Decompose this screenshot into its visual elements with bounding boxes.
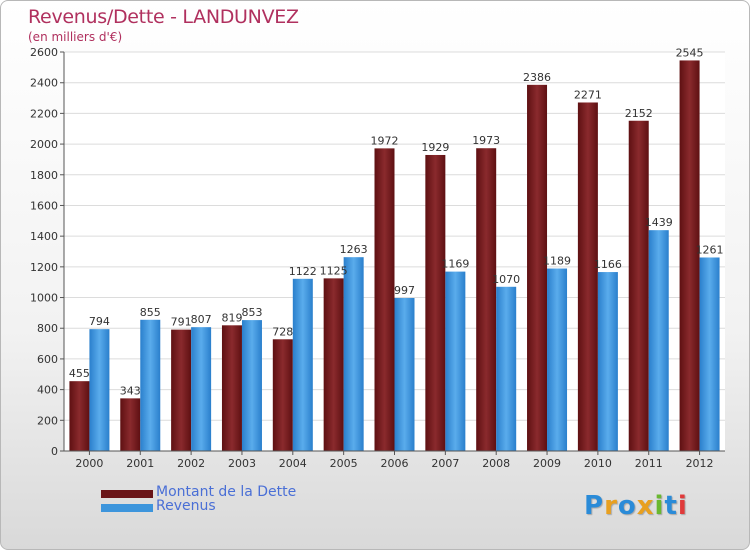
legend-swatch-revenue [101,504,153,512]
bar-revenue [140,319,161,451]
data-label-debt: 2386 [523,71,551,84]
proxiti-logo: Proxiti [584,491,688,521]
y-tick-label: 400 [37,384,58,397]
data-label-debt: 1929 [421,141,449,154]
data-label-revenue: 1189 [543,255,571,268]
bar-debt [69,381,90,451]
y-tick-label: 800 [37,322,58,335]
data-label-revenue: 997 [394,284,415,297]
data-label-revenue: 1122 [289,265,317,278]
data-label-debt: 819 [221,311,242,324]
x-tick-label: 2002 [177,457,205,470]
data-label-revenue: 855 [140,306,161,319]
y-tick-label: 2400 [30,77,58,90]
legend-label-debt: Montant de la Dette [156,484,297,500]
logo-letter: r [604,491,618,521]
data-label-debt: 343 [120,384,141,397]
bar-revenue [496,286,517,451]
data-label-revenue: 794 [89,315,110,328]
data-label-debt: 1125 [320,264,348,277]
legend-swatch-debt [101,490,153,498]
bar-debt [527,84,548,452]
bar-revenue [89,329,110,451]
chart-title: Revenus/Dette - LANDUNVEZ [28,6,299,28]
bar-debt [374,148,395,451]
data-label-debt: 2545 [676,46,704,59]
bar-debt [628,120,649,452]
x-tick-label: 2010 [584,457,612,470]
bar-debt [272,339,293,451]
bar-revenue [343,257,364,451]
bar-revenue [241,320,262,451]
y-tick-label: 2200 [30,107,58,120]
bar-debt [171,329,192,451]
bar-revenue [597,272,618,451]
data-label-revenue: 1263 [340,243,368,256]
legend-label-revenue: Revenus [156,498,216,514]
x-tick-label: 2000 [75,457,103,470]
x-tick-label: 2003 [228,457,256,470]
data-label-revenue: 1070 [492,273,520,286]
y-tick-label: 1000 [30,292,58,305]
data-label-revenue: 1439 [645,216,673,229]
x-tick-label: 2004 [279,457,307,470]
data-label-debt: 455 [69,367,90,380]
y-tick-label: 2600 [30,46,58,59]
data-label-revenue: 1166 [594,258,622,271]
bar-revenue [394,297,415,451]
x-tick-label: 2006 [381,457,409,470]
data-label-debt: 2152 [625,107,653,120]
chart-subtitle: (en milliers d'€) [28,30,123,44]
x-tick-label: 2011 [635,457,663,470]
bar-debt [323,278,344,451]
data-label-revenue: 807 [191,313,212,326]
y-tick-label: 1600 [30,199,58,212]
y-tick-label: 600 [37,353,58,366]
y-tick-label: 0 [51,445,58,458]
bar-revenue [699,257,720,451]
logo-letter: o [617,491,637,521]
x-tick-label: 2012 [686,457,714,470]
bar-debt [476,148,497,451]
data-label-debt: 2271 [574,88,602,101]
bar-revenue [445,271,466,451]
y-tick-label: 200 [37,414,58,427]
data-label-revenue: 853 [241,306,262,319]
bar-revenue [191,327,212,451]
data-label-revenue: 1169 [441,258,469,271]
y-tick-label: 1200 [30,261,58,274]
data-label-debt: 1973 [472,134,500,147]
x-tick-label: 2001 [126,457,154,470]
data-label-debt: 791 [171,316,192,329]
x-tick-label: 2005 [330,457,358,470]
bar-revenue [292,278,313,451]
data-label-revenue: 1261 [696,243,724,256]
bar-revenue [547,268,568,451]
bar-debt [425,154,446,451]
y-tick-label: 2000 [30,138,58,151]
x-tick-label: 2008 [482,457,510,470]
bar-debt [221,325,242,451]
logo-letter: i [654,491,665,521]
logo-letter: P [584,491,605,521]
data-label-debt: 1972 [371,134,399,147]
bar-debt [120,398,141,451]
bar-debt [577,102,598,452]
logo-letter: i [677,491,688,521]
y-tick-label: 1800 [30,169,58,182]
y-tick-label: 1400 [30,230,58,243]
x-tick-label: 2009 [533,457,561,470]
logo-letter: t [664,491,678,521]
logo-letter: x [636,491,655,521]
data-label-debt: 728 [272,325,293,338]
bar-revenue [648,230,669,451]
bar-debt [679,60,700,452]
x-tick-label: 2007 [431,457,459,470]
